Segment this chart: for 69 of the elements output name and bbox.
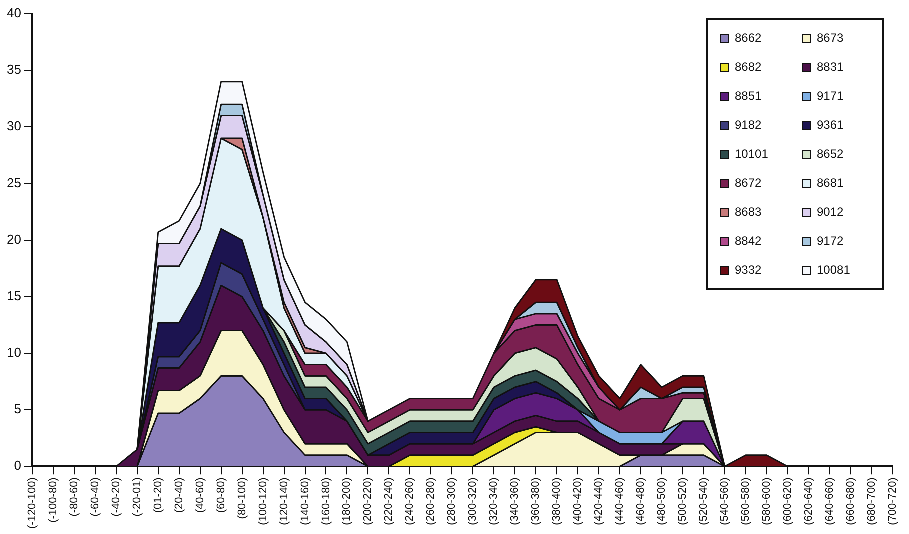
x-tick-label: (560-580) [740,478,752,526]
x-tick-label: (300-320) [467,478,480,526]
x-tick-label: (340-360) [509,478,522,526]
legend-label: 10081 [817,263,850,277]
x-tick-label: (460-480) [635,478,648,526]
legend-label: 8672 [735,176,762,190]
legend-label: 9332 [735,263,762,277]
x-tick-label: (20-40) [173,478,186,514]
x-tick-label: (160-180) [320,478,332,526]
legend-label: 8662 [735,31,762,45]
y-tick-label: 20 [6,232,22,247]
legend-label: 8831 [817,60,844,74]
x-tick-label: (180-200) [341,478,354,526]
x-tick-label: (320-340) [488,478,500,526]
x-tick-label: (220-240) [383,478,396,526]
x-tick-label: (60-80) [215,478,228,514]
legend-label: 8681 [817,176,844,190]
y-tick-label: 5 [14,402,22,417]
legend-label: 8842 [735,234,762,248]
x-tick-label: (660-680) [844,478,857,526]
legend-label: 10101 [735,147,768,161]
x-tick-label: (-60-40) [89,478,102,517]
x-tick-label: (400-420) [572,478,584,526]
x-tick-label: (580-600) [760,478,773,526]
x-tick-label: (200-220) [362,478,374,526]
x-tick-label: (540-560) [718,478,731,526]
x-tick-label: (01-20) [152,478,164,514]
y-tick-label: 35 [6,62,22,78]
legend-label: 9182 [735,118,762,132]
legend-label: 8652 [817,147,844,161]
x-tick-label: (520-540) [698,478,710,526]
x-tick-label: (600-620) [782,478,794,526]
x-tick-label: (-40-20) [110,478,122,517]
x-tick-label: (140-160) [299,478,312,526]
x-tick-label: (-20-01) [131,478,144,517]
x-tick-label: (500-520) [676,478,689,526]
x-tick-label: (-80-60) [68,478,80,517]
legend-label: 9361 [817,118,844,132]
y-tick-label: 40 [6,6,22,21]
x-tick-label: (440-460) [614,478,626,526]
x-tick-label: (380-400) [551,478,564,526]
y-tick-label: 25 [6,175,22,190]
y-tick-label: 30 [6,118,22,134]
legend-label: 8683 [735,205,762,219]
x-tick-label: (240-260) [404,478,416,526]
x-tick-label: (360-380) [530,478,542,526]
x-tick-label: (-120-100) [26,478,38,529]
x-tick-label: (420-440) [593,478,606,526]
legend-label: 9012 [817,205,844,219]
x-tick-label: (280-300) [446,478,458,526]
x-tick-label: (700-720) [886,478,899,526]
x-tick-label: (80-100) [236,478,248,520]
legend-label: 8682 [735,60,762,74]
y-tick-label: 15 [6,288,22,304]
x-tick-label: (620-640) [802,478,815,526]
x-tick-label: (480-500) [656,478,668,526]
legend-label: 8851 [735,89,762,103]
y-tick-label: 0 [14,458,22,474]
legend-label: 9172 [817,234,844,248]
x-tick-label: (40-60) [194,478,206,514]
y-tick-label: 10 [6,345,22,360]
legend-label: 9171 [817,89,844,103]
x-tick-label: (-100-80) [47,478,60,523]
x-tick-label: (100-120) [257,478,270,526]
legend-label: 8673 [817,31,844,45]
x-tick-label: (260-280) [425,478,438,526]
x-tick-label: (680-700) [866,478,878,526]
x-tick-label: (120-140) [278,478,290,526]
x-tick-label: (640-660) [824,478,836,526]
